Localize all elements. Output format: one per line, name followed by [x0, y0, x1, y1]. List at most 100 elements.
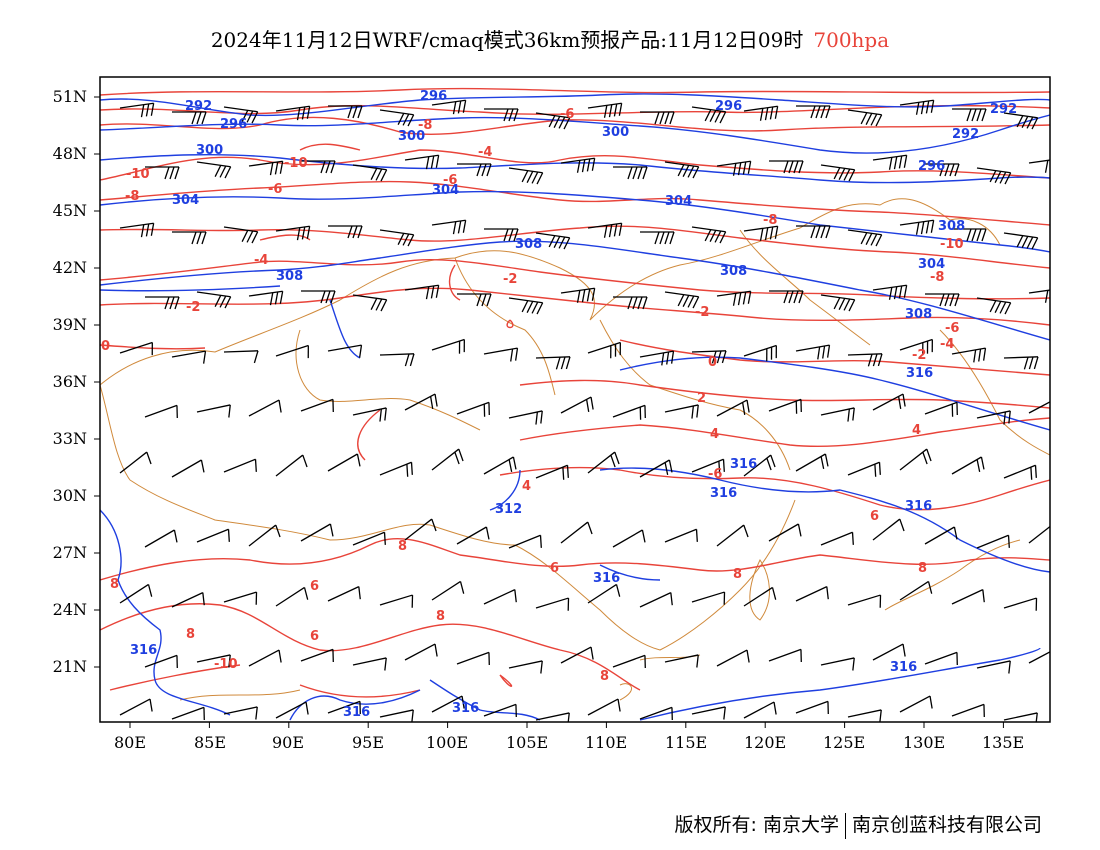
height-label: 296 — [420, 89, 447, 104]
wind-barb — [379, 353, 415, 367]
lon-label: 115E — [665, 733, 708, 752]
wind-barb — [768, 648, 802, 663]
height-label: 304 — [918, 257, 945, 272]
wind-barb — [691, 458, 725, 474]
contour-labels: 292 296 300 304 296 300 300 304 304 296 … — [101, 89, 1017, 720]
wind-barb — [275, 586, 309, 607]
height-label: 316 — [710, 486, 737, 501]
wind-barb — [223, 350, 259, 364]
wind-barb — [716, 290, 752, 306]
wind-barb — [872, 154, 908, 170]
lon-label: 130E — [903, 733, 946, 752]
wind-barb — [275, 105, 311, 121]
wind-barb — [248, 290, 284, 306]
wind-barb — [119, 341, 153, 356]
wind-barb — [872, 284, 908, 300]
wind-barb — [743, 105, 779, 121]
height-label: 304 — [172, 193, 199, 208]
height-label: 312 — [495, 502, 522, 517]
temperature-label: -10 — [940, 237, 964, 252]
wind-barb — [352, 294, 388, 312]
wind-barb — [899, 99, 935, 115]
temperature-label: -2 — [912, 348, 926, 363]
wind-barb — [171, 350, 207, 364]
height-label: 316 — [905, 499, 932, 514]
wind-barb — [379, 109, 415, 127]
wind-barb — [535, 356, 571, 370]
wind-barb — [691, 706, 726, 720]
wind-barb — [847, 594, 882, 608]
wind-barb — [691, 226, 727, 244]
wind-barb — [196, 654, 231, 668]
temperature-label: -6 — [560, 107, 574, 122]
lat-label: 33N — [52, 429, 87, 448]
lon-label: 120E — [744, 733, 787, 752]
wind-barb — [248, 524, 281, 547]
map-title: 2024年11月12日WRF/cmaq模式36km预报产品:11月12日09时 7… — [0, 24, 1100, 53]
temperature-label: 8 — [186, 627, 195, 642]
height-label: 296 — [715, 99, 742, 114]
temperature-label: -6 — [443, 173, 457, 188]
wind-barb — [847, 353, 883, 367]
lat-label: 30N — [52, 486, 87, 505]
wind-barb — [639, 459, 673, 478]
temperature-label: -10 — [284, 156, 308, 171]
lon-label: 85E — [194, 733, 227, 752]
wind-barb — [1003, 356, 1039, 370]
wind-barb — [196, 161, 232, 179]
wind-barb — [899, 580, 933, 601]
wind-barb — [379, 709, 414, 722]
wind-barb — [899, 448, 932, 471]
title-level: 700hpa — [813, 28, 890, 52]
lon-label: 110E — [585, 733, 628, 752]
wind-barb — [352, 407, 387, 422]
wind-barb — [535, 112, 571, 130]
wind-barb — [328, 105, 363, 119]
wind-barb — [952, 108, 987, 122]
wind-barb — [872, 643, 906, 661]
temperature-label: -4 — [254, 253, 268, 268]
height-label: 316 — [130, 643, 157, 658]
wind-barb — [172, 111, 207, 125]
wind-barb — [508, 660, 543, 674]
lat-label: 45N — [52, 201, 87, 220]
wind-barb — [456, 651, 490, 666]
lon-label: 135E — [982, 733, 1025, 752]
wind-barb — [613, 166, 648, 180]
wind-barb — [664, 291, 700, 309]
wind-barb — [431, 580, 465, 601]
wind-barb — [484, 228, 519, 242]
wind-barb — [795, 586, 829, 602]
temperature-label: 6 — [310, 579, 319, 594]
wind-barb — [691, 591, 726, 605]
lat-label: 48N — [52, 144, 87, 163]
wind-barb — [664, 161, 700, 179]
wind-barb — [691, 106, 727, 124]
height-label: 316 — [593, 571, 620, 586]
wind-barb — [872, 518, 905, 541]
temperature-contours — [100, 87, 1050, 698]
wind-barb — [196, 291, 232, 309]
wind-barb — [144, 529, 178, 548]
wind-barb — [925, 293, 960, 307]
wind-barb — [820, 294, 856, 312]
map-frame — [99, 76, 1051, 723]
wind-barb — [1003, 464, 1037, 480]
wind-barb — [535, 712, 570, 722]
wind-barb — [899, 219, 935, 235]
height-label: 300 — [602, 125, 629, 140]
wind-barb — [796, 105, 831, 119]
wind-barb — [560, 287, 596, 303]
height-label: 292 — [990, 102, 1017, 117]
temperature-label: 8 — [110, 577, 119, 592]
wind-barb — [119, 102, 155, 118]
wind-barb — [431, 338, 465, 354]
wind-barb — [820, 531, 854, 546]
wind-barb — [508, 167, 544, 185]
wind-barb — [587, 102, 623, 118]
wind-barb — [743, 701, 777, 719]
temperature-label: 6 — [310, 629, 319, 644]
wind-barb — [145, 166, 180, 180]
wind-barb — [404, 518, 437, 541]
copyright-owner2: 南京创蓝科技有限公司 — [851, 814, 1042, 836]
